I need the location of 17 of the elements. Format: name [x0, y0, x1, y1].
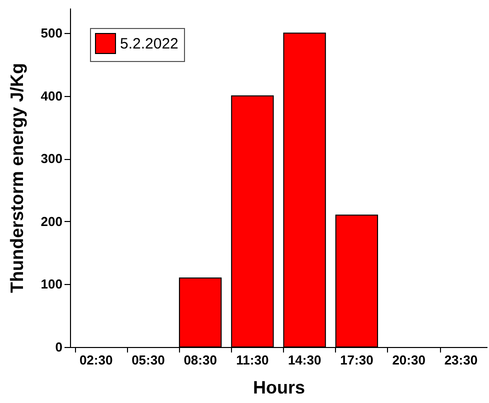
- x-tick-label: 14:30: [288, 352, 322, 368]
- y-tick-label: 400: [40, 88, 62, 104]
- legend-label: 5.2.2022: [120, 36, 178, 52]
- x-tick-label: 02:30: [79, 352, 113, 368]
- x-axis-title: Hours: [252, 378, 306, 398]
- y-tick-label: 500: [40, 26, 62, 41]
- x-tick-label: 20:30: [392, 352, 426, 368]
- x-tick-label: 08:30: [184, 352, 217, 368]
- y-tick-label: 200: [40, 214, 62, 229]
- x-tick-label: 17:30: [340, 352, 374, 368]
- y-tick-label: 0: [55, 340, 62, 354]
- x-tick-label: 05:30: [132, 352, 165, 368]
- y-tick-label: 300: [40, 151, 62, 166]
- y-tick-label: 100: [40, 276, 62, 292]
- y-axis-title: Thunderstorm energy J/Kg: [6, 62, 27, 294]
- x-tick-label: 11:30: [236, 352, 269, 368]
- x-tick-label: 23:30: [444, 352, 478, 368]
